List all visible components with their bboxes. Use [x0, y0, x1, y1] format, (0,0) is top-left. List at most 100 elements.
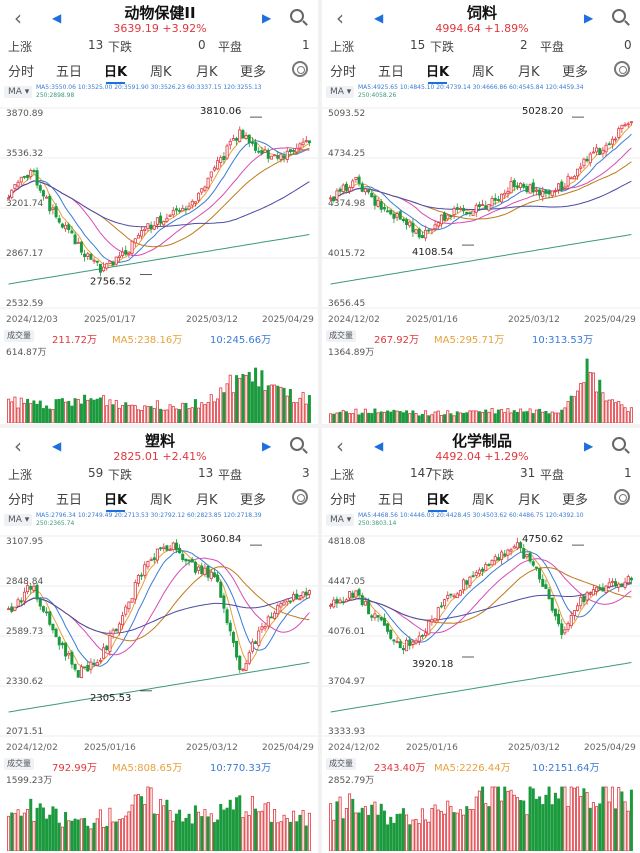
prev-sector-icon[interactable]: ◀: [52, 439, 62, 453]
volume-bar: [41, 807, 45, 851]
volume-chart[interactable]: 2852.79万: [322, 773, 640, 851]
volume-bar: [73, 398, 77, 423]
candle-body: [273, 612, 277, 619]
kline-chart[interactable]: 3107.95 2848.84 2589.73 2330.62 2071.51 3060.…: [0, 530, 318, 742]
tab-4[interactable]: 月K: [518, 65, 540, 80]
candle-body: [178, 209, 182, 212]
candle-body: [544, 584, 548, 589]
search-icon[interactable]: [612, 9, 626, 23]
tab-2[interactable]: 日K: [426, 61, 449, 84]
candle-body: [607, 143, 611, 146]
panel-header: ‹ ◀ ▶ 动物保健II 3639.19 +3.92%: [0, 0, 318, 38]
volume-bar: [35, 807, 39, 851]
candle-body: [241, 130, 245, 139]
volume-bar: [266, 802, 270, 851]
next-sector-icon[interactable]: ▶: [584, 439, 594, 453]
volume-indicator-button[interactable]: 成交量: [326, 330, 356, 342]
volume-bar: [576, 390, 580, 423]
candle-body: [133, 238, 137, 244]
search-icon[interactable]: [290, 437, 304, 451]
volume-bar: [430, 808, 434, 851]
settings-gear-icon[interactable]: [614, 489, 630, 505]
prev-sector-icon[interactable]: ◀: [374, 439, 384, 453]
volume-indicator-button[interactable]: 成交量: [4, 330, 34, 342]
next-sector-icon[interactable]: ▶: [262, 11, 272, 25]
candle-body: [620, 124, 624, 130]
volume-bar: [430, 414, 434, 423]
candle-body: [458, 207, 462, 210]
volume-bar: [231, 392, 235, 423]
back-chevron-icon[interactable]: ‹: [14, 434, 22, 458]
volume-bar: [367, 814, 371, 851]
ma-dropdown-button[interactable]: MA ▾: [4, 514, 32, 526]
volume-bar: [152, 408, 156, 423]
volume-bar: [184, 402, 188, 423]
kline-chart[interactable]: 4818.08 4447.05 4076.01 3704.97 3333.93 4750.…: [322, 530, 640, 742]
next-sector-icon[interactable]: ▶: [262, 439, 272, 453]
tab-5[interactable]: 更多: [562, 65, 589, 80]
volume-value: 792.99万: [52, 763, 97, 774]
tab-1[interactable]: 五日: [56, 65, 83, 80]
volume-bar: [26, 398, 30, 423]
candle-body: [408, 221, 412, 227]
candle-body: [181, 553, 185, 561]
tab-1[interactable]: 五日: [378, 65, 405, 80]
back-chevron-icon[interactable]: ‹: [336, 434, 344, 458]
back-chevron-icon[interactable]: ‹: [336, 6, 344, 30]
volume-bar: [32, 400, 36, 423]
search-icon[interactable]: [290, 9, 304, 23]
tab-4[interactable]: 月K: [196, 493, 218, 508]
prev-sector-icon[interactable]: ◀: [374, 11, 384, 25]
prev-sector-icon[interactable]: ◀: [52, 11, 62, 25]
candle-body: [307, 590, 311, 595]
tab-1[interactable]: 五日: [56, 493, 83, 508]
candle-body: [140, 230, 144, 237]
settings-gear-icon[interactable]: [614, 61, 630, 77]
tab-0[interactable]: 分时: [8, 65, 35, 80]
candle-body: [414, 229, 418, 234]
ma-dropdown-button[interactable]: MA ▾: [4, 86, 32, 98]
volume-bar: [354, 812, 358, 851]
volume-indicator-button[interactable]: 成交量: [4, 758, 34, 770]
volume-ma5: MA5:2226.44万: [434, 763, 511, 774]
kline-chart[interactable]: 5093.52 4734.25 4374.98 4015.72 3656.45 5028.…: [322, 102, 640, 314]
tab-4[interactable]: 月K: [196, 65, 218, 80]
tab-2[interactable]: 日K: [426, 489, 449, 512]
volume-max-label: 614.87万: [6, 348, 47, 358]
tab-3[interactable]: 周K: [150, 65, 172, 80]
volume-chart[interactable]: 1364.89万: [322, 345, 640, 423]
tab-5[interactable]: 更多: [562, 493, 589, 508]
settings-gear-icon[interactable]: [292, 61, 308, 77]
settings-gear-icon[interactable]: [292, 489, 308, 505]
kline-chart[interactable]: 3870.89 3536.32 3201.74 2867.17 2532.59 3810.…: [0, 102, 318, 314]
tab-3[interactable]: 周K: [472, 493, 494, 508]
date-label: 2025/03/12: [186, 315, 238, 325]
volume-bar: [566, 806, 570, 851]
next-sector-icon[interactable]: ▶: [584, 11, 594, 25]
candle-body: [335, 190, 339, 200]
ma-dropdown-button[interactable]: MA ▾: [326, 86, 354, 98]
tab-5[interactable]: 更多: [240, 493, 267, 508]
tab-0[interactable]: 分时: [330, 65, 357, 80]
search-icon[interactable]: [612, 437, 626, 451]
tab-3[interactable]: 周K: [150, 493, 172, 508]
tab-0[interactable]: 分时: [8, 493, 35, 508]
volume-chart[interactable]: 1599.23万: [0, 773, 318, 851]
tab-0[interactable]: 分时: [330, 493, 357, 508]
tab-1[interactable]: 五日: [378, 493, 405, 508]
tab-2[interactable]: 日K: [104, 489, 127, 512]
volume-indicator-button[interactable]: 成交量: [326, 758, 356, 770]
candle-body: [105, 645, 109, 651]
tab-4[interactable]: 月K: [518, 493, 540, 508]
back-chevron-icon[interactable]: ‹: [14, 6, 22, 30]
y-tick-label: 4818.08: [328, 537, 365, 547]
tab-2[interactable]: 日K: [104, 61, 127, 84]
volume-chart[interactable]: 614.87万: [0, 345, 318, 423]
volume-bar: [155, 814, 159, 851]
volume-bar: [591, 802, 595, 851]
ma-dropdown-button[interactable]: MA ▾: [326, 514, 354, 526]
candle-body: [430, 228, 434, 231]
chart-panel: ‹ ◀ ▶ 动物保健II 3639.19 +3.92% 上涨 13 下跌 0 平盘 1 分时 五日 日K 周…: [0, 0, 318, 424]
tab-3[interactable]: 周K: [472, 65, 494, 80]
tab-5[interactable]: 更多: [240, 65, 267, 80]
